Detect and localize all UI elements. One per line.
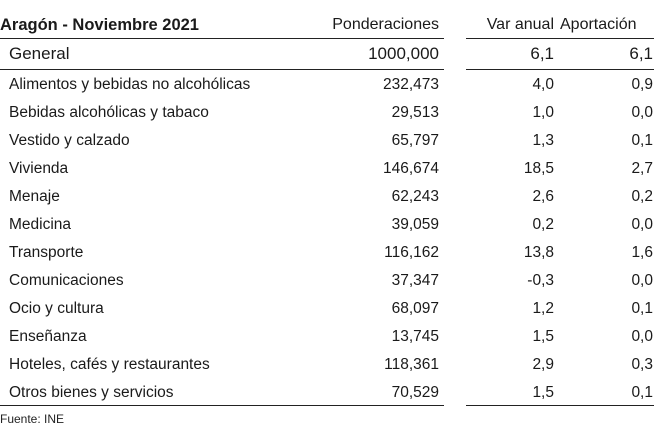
row-ponderacion: 232,473 <box>382 76 439 93</box>
row-name: Medicina <box>9 216 72 233</box>
row-ponderacion: 39,059 <box>391 216 439 233</box>
row-name: Alimentos y bebidas no alcohólicas <box>9 76 251 93</box>
row-name: Comunicaciones <box>9 272 124 289</box>
top-rule-left <box>0 38 444 39</box>
row-aportacion: 0,3 <box>631 356 653 373</box>
row-ponderacion: 37,347 <box>391 272 439 289</box>
top-rule-right <box>466 38 654 39</box>
row-var-anual: -0,3 <box>527 272 554 289</box>
header-var-anual: Var anual <box>486 16 554 33</box>
row-name: Vestido y calzado <box>9 132 130 149</box>
row-var-anual: 1,2 <box>532 300 554 317</box>
row-var-anual: 2,6 <box>532 188 554 205</box>
row-name: Bebidas alcohólicas y tabaco <box>9 104 209 121</box>
row-name: Transporte <box>9 244 84 261</box>
row-aportacion: 2,7 <box>631 160 653 177</box>
row-name: Enseñanza <box>9 328 87 345</box>
table-row: Enseñanza 13,745 1,5 0,0 <box>0 323 654 351</box>
row-aportacion: 0,2 <box>631 188 653 205</box>
row-aportacion: 0,0 <box>631 328 653 345</box>
general-rule-left <box>0 69 444 70</box>
row-var-anual: 13,8 <box>523 244 554 261</box>
row-ponderacion: 116,162 <box>384 244 439 261</box>
table-row: Vestido y calzado 65,797 1,3 0,1 <box>0 127 654 155</box>
row-ponderacion: 62,243 <box>391 188 439 205</box>
row-ponderacion: 118,361 <box>384 356 439 373</box>
table-row: Alimentos y bebidas no alcohólicas 232,47… <box>0 71 654 99</box>
row-ponderacion: 70,529 <box>391 384 439 401</box>
row-var-anual: 1,3 <box>532 132 554 149</box>
table-row: Vivienda 146,674 18,5 2,7 <box>0 155 654 183</box>
row-name: Ocio y cultura <box>9 300 104 317</box>
general-ponderacion: 1000,000 <box>368 44 439 63</box>
general-rule-right <box>466 69 654 70</box>
table-row: Medicina 39,059 0,2 0,0 <box>0 211 654 239</box>
table-row: Otros bienes y servicios 70,529 1,5 0,1 <box>0 379 654 407</box>
table-row: Bebidas alcohólicas y tabaco 29,513 1,0 0,0 <box>0 99 654 127</box>
row-ponderacion: 13,745 <box>391 328 439 345</box>
row-aportacion: 0,9 <box>631 76 653 93</box>
row-name: Otros bienes y servicios <box>9 384 174 401</box>
row-name: Vivienda <box>9 160 69 177</box>
row-var-anual: 0,2 <box>532 216 554 233</box>
general-var-anual: 6,1 <box>530 44 554 63</box>
source-note: Fuente: INE <box>0 412 65 426</box>
row-aportacion: 1,6 <box>631 244 653 261</box>
row-aportacion: 0,0 <box>631 216 653 233</box>
row-aportacion: 0,1 <box>631 300 653 317</box>
bottom-rule-right <box>466 405 654 406</box>
row-ponderacion: 146,674 <box>382 160 439 177</box>
row-ponderacion: 29,513 <box>391 104 439 121</box>
general-name: General <box>9 44 70 63</box>
row-name: Menaje <box>9 188 60 205</box>
row-aportacion: 0,1 <box>631 132 653 149</box>
general-row: General 1000,000 6,1 6,1 <box>0 40 654 68</box>
row-aportacion: 0,0 <box>631 272 653 289</box>
row-var-anual: 1,5 <box>532 384 554 401</box>
row-aportacion: 0,0 <box>631 104 653 121</box>
row-var-anual: 1,5 <box>532 328 554 345</box>
general-aportacion: 6,1 <box>629 44 653 63</box>
row-name: Hoteles, cafés y restaurantes <box>9 356 210 373</box>
table-title: Aragón - Noviembre 2021 <box>0 16 199 34</box>
row-aportacion: 0,1 <box>631 384 653 401</box>
table-row: Comunicaciones 37,347 -0,3 0,0 <box>0 267 654 295</box>
table-row: Ocio y cultura 68,097 1,2 0,1 <box>0 295 654 323</box>
table-row: Transporte 116,162 13,8 1,6 <box>0 239 654 267</box>
bottom-rule-left <box>0 405 444 406</box>
row-var-anual: 2,9 <box>532 356 554 373</box>
header-aportacion: Aportación <box>560 16 637 33</box>
row-var-anual: 1,0 <box>532 104 554 121</box>
header-ponderaciones: Ponderaciones <box>332 16 439 33</box>
row-ponderacion: 65,797 <box>391 132 439 149</box>
table-row: Menaje 62,243 2,6 0,2 <box>0 183 654 211</box>
table-row: Hoteles, cafés y restaurantes 118,361 2,9 0… <box>0 351 654 379</box>
row-var-anual: 18,5 <box>523 160 554 177</box>
row-ponderacion: 68,097 <box>391 300 439 317</box>
row-var-anual: 4,0 <box>532 76 554 93</box>
